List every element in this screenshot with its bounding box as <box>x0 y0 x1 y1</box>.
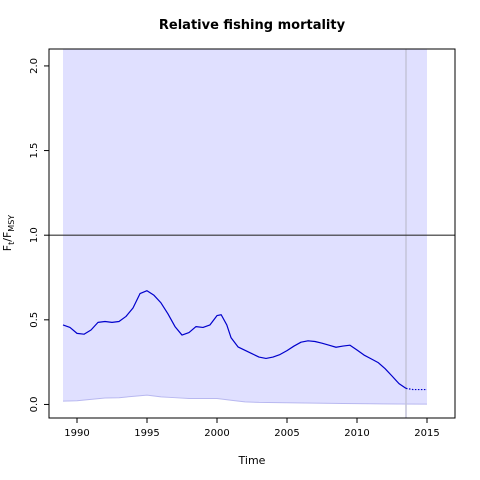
confidence-band <box>63 49 427 405</box>
plot-area <box>49 49 455 418</box>
y-tick-label: 0.5 <box>29 312 40 328</box>
x-tick-label: 2010 <box>344 428 369 439</box>
y-tick-label: 1.0 <box>29 227 40 243</box>
plot-frame <box>48 48 456 419</box>
x-tick-label: 2015 <box>414 428 439 439</box>
x-axis: 1990 1995 2000 2005 2010 2015 <box>64 418 440 439</box>
y-label-sub2: MSY <box>7 215 16 232</box>
x-tick-label: 1990 <box>64 428 89 439</box>
series-projection-0 <box>405 387 427 391</box>
y-tick-label: 1.5 <box>29 143 40 159</box>
chart-title: Relative fishing mortality <box>159 18 346 33</box>
y-label-sub1: t <box>7 242 16 245</box>
y-tick-label: 0.0 <box>29 397 40 413</box>
y-label-main: F <box>1 245 14 251</box>
confidence-lower-edge <box>62 394 428 405</box>
y-axis: 0.0 0.5 1.0 1.5 2.0 <box>29 58 49 412</box>
series-line-0 <box>62 290 407 389</box>
x-tick-label: 2005 <box>274 428 299 439</box>
x-tick-label: 1995 <box>134 428 159 439</box>
x-tick-label: 2000 <box>204 428 229 439</box>
y-axis-label: Ft/FMSY <box>1 215 16 251</box>
y-tick-label: 2.0 <box>29 58 40 74</box>
x-axis-label: Time <box>238 454 266 467</box>
y-label-slash: /F <box>1 232 14 242</box>
